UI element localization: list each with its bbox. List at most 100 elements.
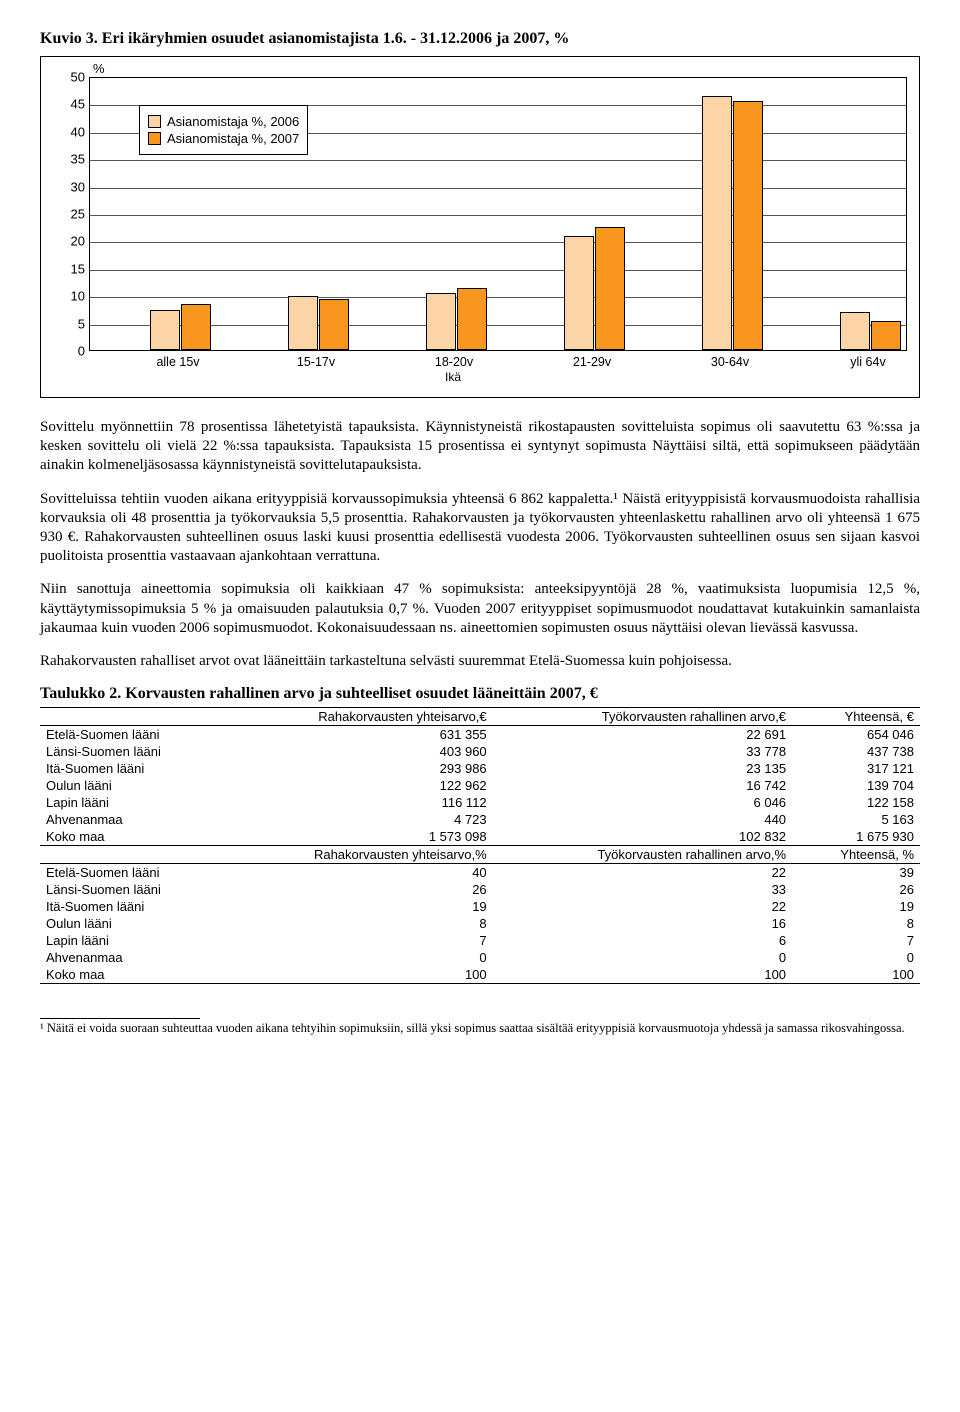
table-row: Lapin lääni767 bbox=[40, 932, 920, 949]
x-tick: 15-17v bbox=[297, 355, 335, 369]
legend-swatch bbox=[148, 115, 161, 128]
bar bbox=[426, 293, 456, 350]
table-cell: 0 bbox=[493, 949, 792, 966]
table-cell: Länsi-Suomen lääni bbox=[40, 743, 217, 760]
chart-title: Kuvio 3. Eri ikäryhmien osuudet asianomi… bbox=[40, 30, 920, 48]
y-tick: 15 bbox=[61, 261, 85, 276]
bar bbox=[733, 101, 763, 350]
table-cell: 40 bbox=[217, 864, 493, 882]
table-cell: 122 962 bbox=[217, 777, 493, 794]
table-cell: 0 bbox=[792, 949, 920, 966]
y-tick: 35 bbox=[61, 152, 85, 167]
table-row: Etelä-Suomen lääni631 35522 691654 046 bbox=[40, 726, 920, 744]
table-cell: 26 bbox=[217, 881, 493, 898]
legend-label: Asianomistaja %, 2006 bbox=[167, 114, 299, 129]
table-cell: 437 738 bbox=[792, 743, 920, 760]
table-row: Länsi-Suomen lääni263326 bbox=[40, 881, 920, 898]
x-tick: alle 15v bbox=[156, 355, 199, 369]
table-cell: Koko maa bbox=[40, 966, 217, 984]
table-cell: 293 986 bbox=[217, 760, 493, 777]
table-cell: 440 bbox=[493, 811, 792, 828]
table-cell: 1 675 930 bbox=[792, 828, 920, 846]
y-tick: 25 bbox=[61, 207, 85, 222]
table-row: Itä-Suomen lääni293 98623 135317 121 bbox=[40, 760, 920, 777]
legend-label: Asianomistaja %, 2007 bbox=[167, 131, 299, 146]
table-cell: 4 723 bbox=[217, 811, 493, 828]
table-cell: Itä-Suomen lääni bbox=[40, 760, 217, 777]
table-cell: 33 778 bbox=[493, 743, 792, 760]
table-cell: 26 bbox=[792, 881, 920, 898]
bar-group bbox=[840, 312, 901, 350]
table-cell: 631 355 bbox=[217, 726, 493, 744]
bar bbox=[871, 321, 901, 350]
table-cell: 317 121 bbox=[792, 760, 920, 777]
table-row: Ahvenanmaa000 bbox=[40, 949, 920, 966]
table-cell: 33 bbox=[493, 881, 792, 898]
table-cell: 0 bbox=[217, 949, 493, 966]
table-header-cell bbox=[40, 846, 217, 864]
table-cell: 6 bbox=[493, 932, 792, 949]
x-tick: 18-20v bbox=[435, 355, 473, 369]
table-row: Koko maa100100100 bbox=[40, 966, 920, 984]
y-tick: 40 bbox=[61, 124, 85, 139]
table-title: Taulukko 2. Korvausten rahallinen arvo j… bbox=[40, 685, 920, 703]
table-row: Länsi-Suomen lääni403 96033 778437 738 bbox=[40, 743, 920, 760]
table-row: Oulun lääni8168 bbox=[40, 915, 920, 932]
table-row: Oulun lääni122 96216 742139 704 bbox=[40, 777, 920, 794]
y-tick: 30 bbox=[61, 179, 85, 194]
x-axis-label: Ikä bbox=[445, 370, 461, 384]
bar bbox=[288, 296, 318, 350]
bar bbox=[840, 312, 870, 350]
bar bbox=[150, 310, 180, 350]
table-cell: Oulun lääni bbox=[40, 777, 217, 794]
table-cell: Lapin lääni bbox=[40, 794, 217, 811]
y-tick: 50 bbox=[61, 70, 85, 85]
table-cell: 22 bbox=[493, 898, 792, 915]
table-cell: 6 046 bbox=[493, 794, 792, 811]
table-cell: 122 158 bbox=[792, 794, 920, 811]
bar bbox=[702, 96, 732, 350]
table-row: Etelä-Suomen lääni402239 bbox=[40, 864, 920, 882]
x-tick: 30-64v bbox=[711, 355, 749, 369]
table-row: Ahvenanmaa4 7234405 163 bbox=[40, 811, 920, 828]
table-header-cell: Yhteensä, % bbox=[792, 846, 920, 864]
table-cell: 22 691 bbox=[493, 726, 792, 744]
table-cell: 22 bbox=[493, 864, 792, 882]
footnote: ¹ Näitä ei voida suoraan suhteuttaa vuod… bbox=[40, 1021, 920, 1037]
paragraph: Rahakorvausten rahalliset arvot ovat lää… bbox=[40, 652, 920, 671]
x-tick: 21-29v bbox=[573, 355, 611, 369]
paragraph: Sovittelu myönnettiin 78 prosentissa läh… bbox=[40, 418, 920, 476]
legend-swatch bbox=[148, 132, 161, 145]
table-header-cell: Yhteensä, € bbox=[792, 708, 920, 726]
table-row: Koko maa1 573 098102 8321 675 930 bbox=[40, 828, 920, 846]
table-header-cell: Työkorvausten rahallinen arvo,€ bbox=[493, 708, 792, 726]
table-cell: 403 960 bbox=[217, 743, 493, 760]
bar-chart: % 05101520253035404550 alle 15v15-17v18-… bbox=[40, 56, 920, 398]
bar-group bbox=[426, 288, 487, 350]
table-cell: Etelä-Suomen lääni bbox=[40, 726, 217, 744]
y-tick: 45 bbox=[61, 97, 85, 112]
table-cell: 23 135 bbox=[493, 760, 792, 777]
chart-legend: Asianomistaja %, 2006 Asianomistaja %, 20… bbox=[139, 105, 308, 155]
table-cell: 16 bbox=[493, 915, 792, 932]
table-header-cell: Työkorvausten rahallinen arvo,% bbox=[493, 846, 792, 864]
table-cell: Koko maa bbox=[40, 828, 217, 846]
legend-row: Asianomistaja %, 2007 bbox=[148, 131, 299, 146]
paragraph: Sovitteluissa tehtiin vuoden aikana erit… bbox=[40, 490, 920, 567]
x-tick: yli 64v bbox=[850, 355, 885, 369]
bar bbox=[181, 304, 211, 350]
table-cell: Länsi-Suomen lääni bbox=[40, 881, 217, 898]
bar bbox=[319, 299, 349, 350]
y-tick: 5 bbox=[61, 316, 85, 331]
bar bbox=[564, 236, 594, 350]
table-cell: 19 bbox=[217, 898, 493, 915]
table-cell: 19 bbox=[792, 898, 920, 915]
table-header-cell: Rahakorvausten yhteisarvo,€ bbox=[217, 708, 493, 726]
table-header-cell: Rahakorvausten yhteisarvo,% bbox=[217, 846, 493, 864]
table-cell: 8 bbox=[792, 915, 920, 932]
footnote-rule bbox=[40, 1018, 200, 1019]
table-cell: 100 bbox=[792, 966, 920, 984]
table-header-cell bbox=[40, 708, 217, 726]
bar bbox=[457, 288, 487, 350]
table-cell: Itä-Suomen lääni bbox=[40, 898, 217, 915]
